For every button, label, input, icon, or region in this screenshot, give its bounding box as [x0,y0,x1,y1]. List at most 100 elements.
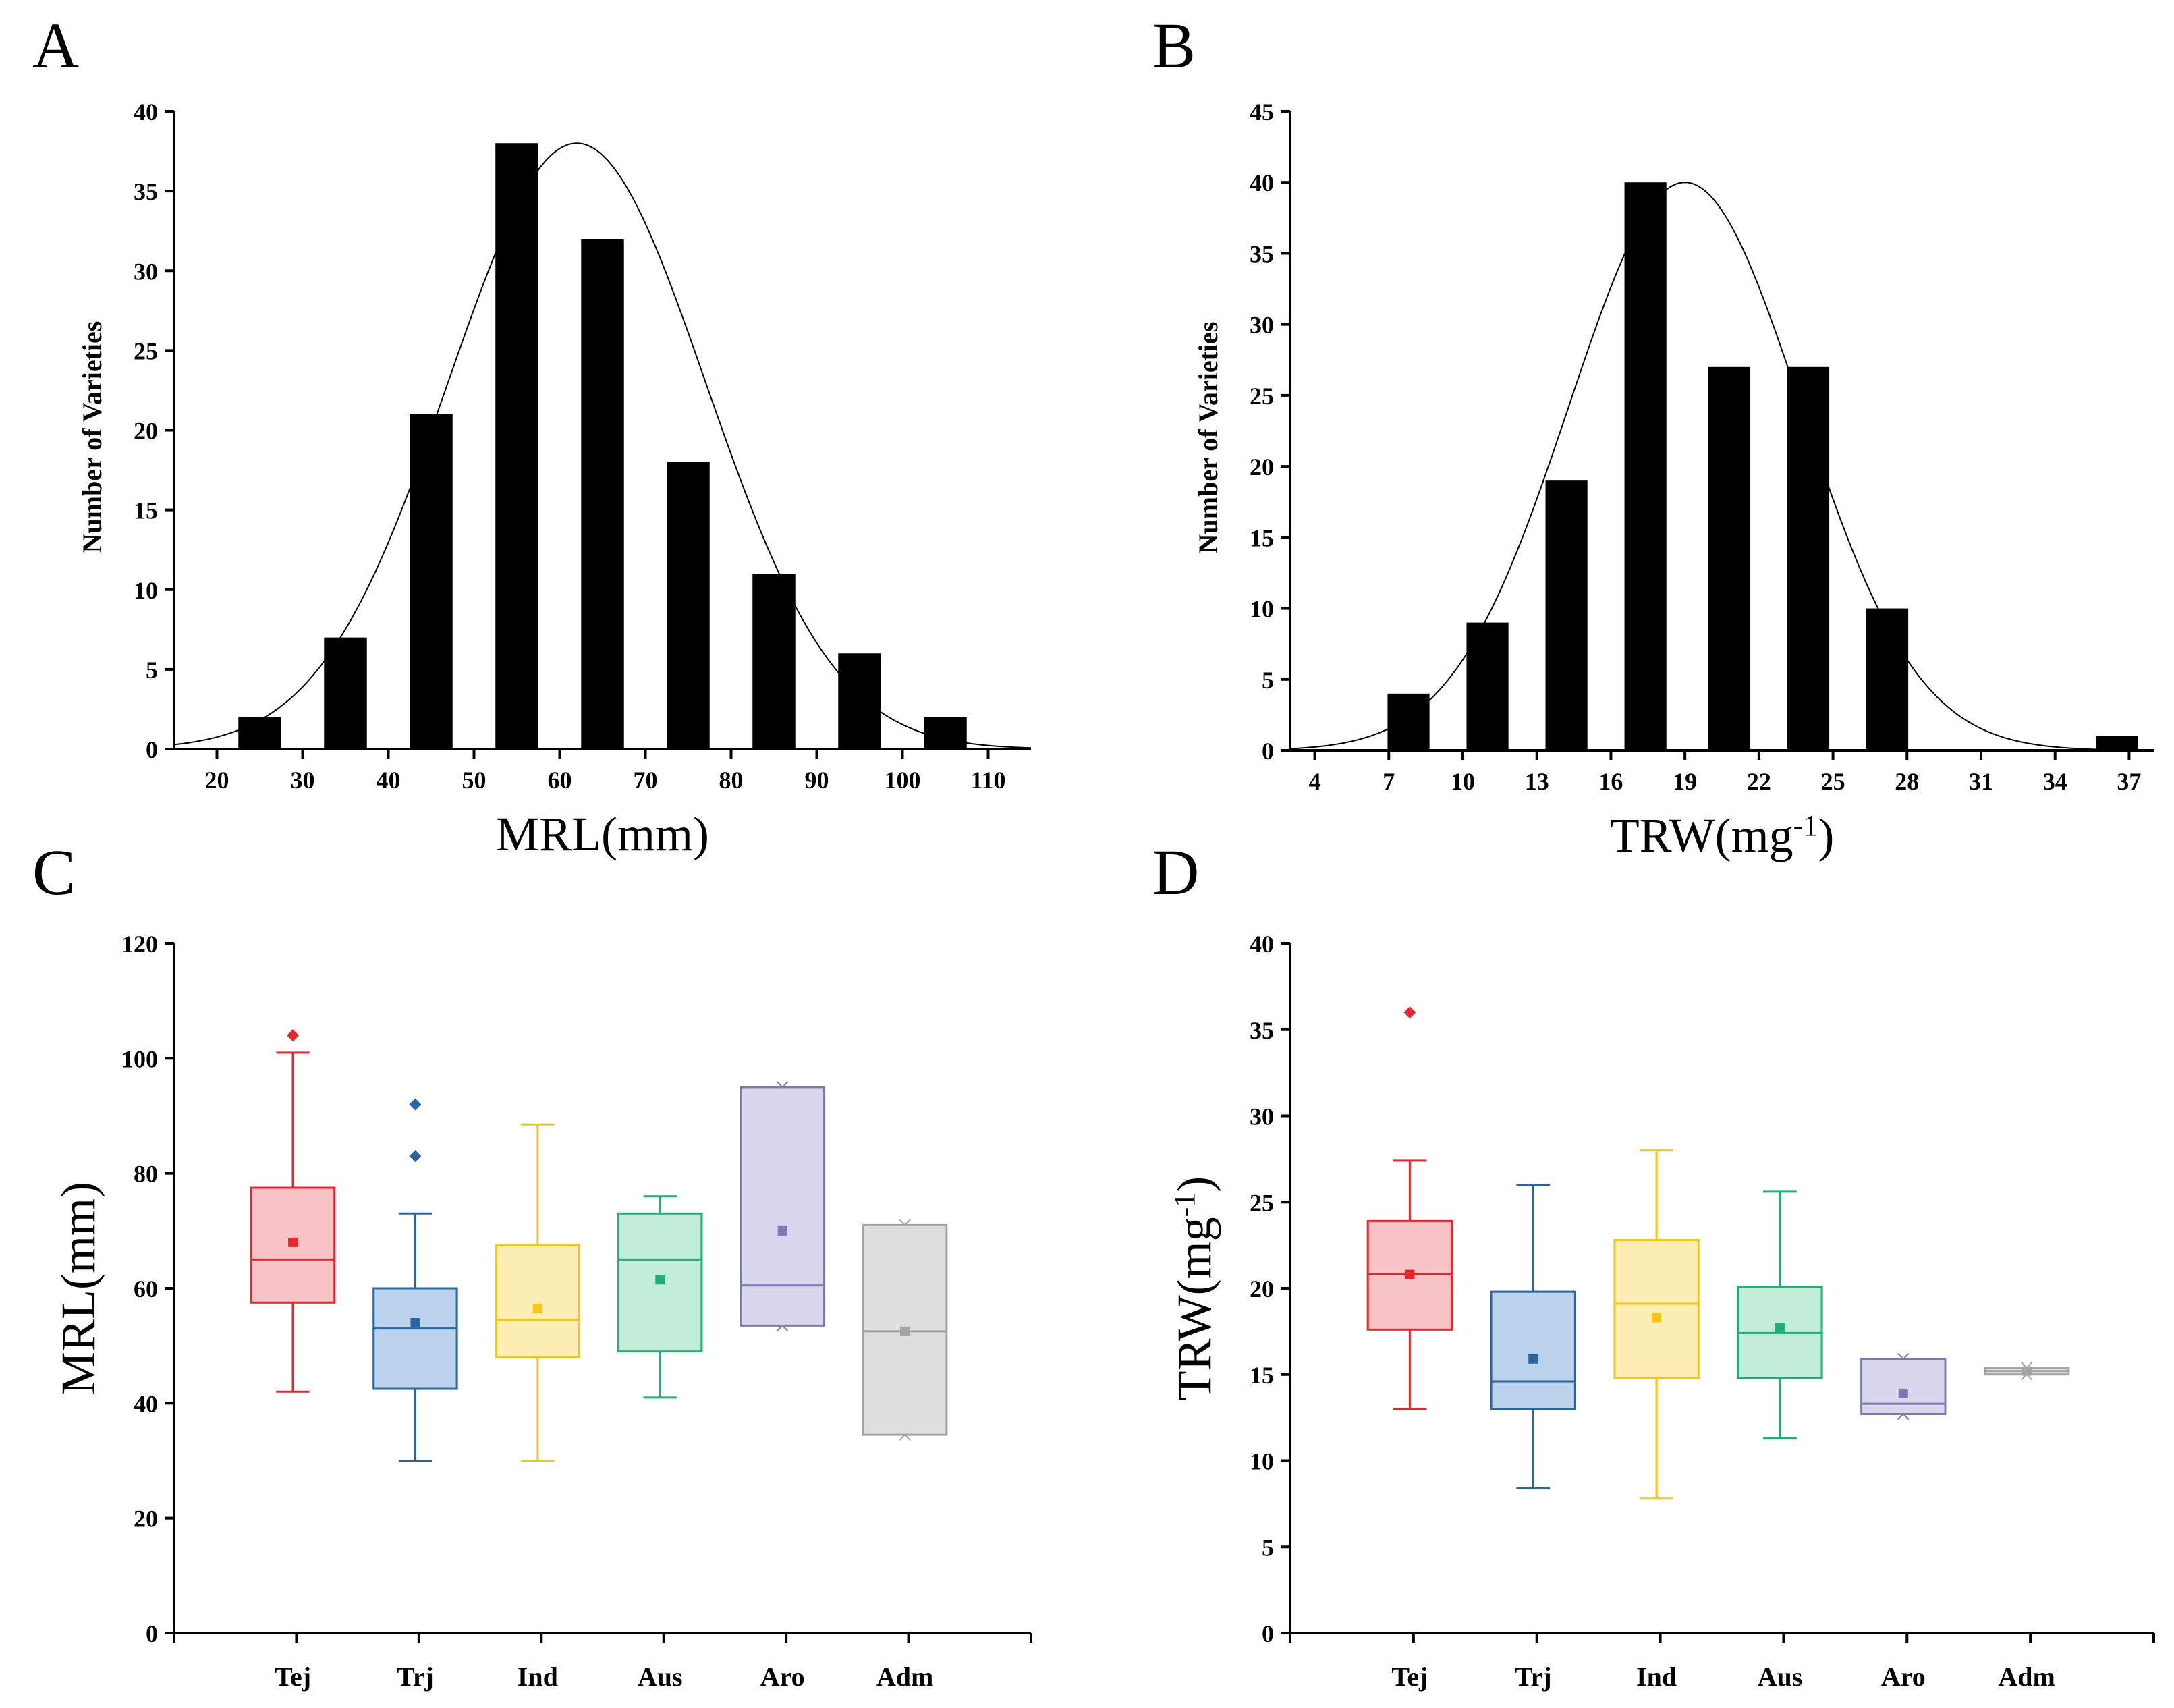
y-tick-label: 30 [1250,312,1274,339]
mean-marker [1405,1269,1415,1279]
y-tick-label: 20 [134,418,158,445]
y-tick-label: 15 [1250,1362,1274,1389]
x-tick-label: 70 [634,767,658,794]
box-iqr [495,1244,581,1358]
y-tick-label: 25 [134,337,158,364]
y-axis-title: Number of Varieties [1193,322,1223,554]
y-tick-label: 100 [121,1045,158,1072]
histogram-bar [495,143,538,749]
y-tick-label: 10 [1250,596,1274,623]
x-axis-title: TRW(mg-1) [1610,808,1835,862]
y-tick-label: 20 [1250,453,1274,480]
x-tick-label: 7 [1383,768,1395,795]
box-adm [1983,1361,2070,1381]
box-ind [495,1123,581,1462]
mean-marker [1528,1354,1538,1364]
mean-marker [532,1303,542,1313]
y-tick-label: 120 [121,931,158,958]
x-tick-label: 22 [1747,768,1771,795]
y-tick-label: 0 [146,1620,158,1647]
x-tick-label: 30 [291,767,315,794]
x-category-label: Aus [638,1661,683,1692]
y-tick-label: 40 [1250,169,1274,196]
x-tick-label: 60 [548,767,572,794]
x-tick-label: 90 [805,767,829,794]
y-tick-label: 25 [1250,383,1274,410]
panel-label-d: D [1152,836,1199,908]
x-category-label: Adm [1998,1661,2055,1692]
mean-marker [655,1275,665,1285]
x-category-label: Aro [1881,1661,1926,1692]
panel-a-histogram: A 0 5 10 15 20 25 30 35 40 20 30 40 50 60 70 80 90 100 110 M… [32,9,1032,861]
histogram-bar [667,462,710,749]
box-aro [1860,1353,1947,1421]
box-iqr [372,1287,458,1390]
y-tick-label: 15 [1250,524,1274,551]
y-tick-label: 30 [134,258,158,285]
box-aus [617,1195,703,1399]
histogram-bar [1545,480,1588,750]
box-adm [862,1219,948,1441]
y-tick-label: 10 [134,577,158,604]
x-tick-label: 19 [1673,768,1697,795]
normal-curve [1289,182,2154,751]
x-tick-label: 110 [970,767,1005,794]
box-aro [740,1081,825,1332]
panel-label-c: C [32,836,76,908]
x-tick-label: 10 [1451,768,1475,795]
y-tick-label: 5 [1262,1534,1274,1561]
x-category-label: Trj [1515,1661,1552,1692]
histogram-bar [924,717,967,749]
box-trj [1490,1184,1576,1489]
x-tick-label: 80 [719,767,744,794]
histogram-bar [752,574,796,749]
panel-label-a: A [32,9,79,82]
y-tick-label: 25 [1250,1189,1274,1216]
y-axis-title: Number of Varieties [77,321,107,553]
y-tick-label: 15 [134,497,158,524]
histogram-bar [410,414,453,749]
normal-curve [173,142,1032,749]
box-tej [1366,1006,1453,1410]
x-tick-label: 13 [1525,768,1549,795]
y-tick-label: 20 [134,1506,158,1533]
x-tick-label: 25 [1821,768,1845,795]
outlier-point [286,1029,299,1042]
box-iqr [740,1086,825,1327]
histogram-bar [1787,366,1830,750]
histogram-bar [1466,622,1509,750]
x-tick-label: 34 [2043,768,2067,795]
mean-marker [900,1326,910,1336]
histogram-bar [1624,182,1667,750]
y-tick-label: 0 [146,736,158,763]
y-axis-title: TRW(mg-1) [1167,1176,1221,1401]
outlier-point [409,1150,422,1163]
x-category-label: Aus [1758,1661,1803,1692]
mean-marker [2022,1366,2032,1376]
x-tick-label: 4 [1309,768,1321,795]
y-tick-label: 0 [1262,1620,1274,1647]
x-category-label: Adm [876,1661,933,1692]
x-category-label: Ind [518,1661,558,1692]
y-tick-label: 0 [1262,738,1274,765]
box-iqr [1613,1238,1700,1379]
mean-marker [1652,1313,1662,1323]
x-tick-label: 40 [377,767,401,794]
histogram-bar [838,653,881,749]
histogram-bar [238,717,281,749]
y-tick-label: 40 [134,1390,158,1417]
x-tick-label: 16 [1598,768,1623,795]
panel-label-b: B [1152,9,1196,82]
x-category-label: Trj [397,1661,434,1692]
panel-c-boxplot: C 0 20 40 60 80 100 120 Tej Trj Ind Aus Aro Adm MRL(mm… [32,836,1032,1692]
x-category-label: Ind [1636,1661,1677,1692]
panel-b-histogram: B 0 5 10 15 20 25 30 35 40 45 4 7 10 13 16 19 22 25 28 31 34 3… [1152,9,2154,862]
histogram-bar [324,637,367,749]
x-tick-label: 50 [462,767,486,794]
y-axis-title: MRL(mm) [51,1182,105,1395]
x-tick-label: 100 [885,767,921,794]
y-tick-label: 5 [1262,667,1274,694]
outlier-point [409,1098,422,1111]
mean-marker [287,1237,298,1247]
